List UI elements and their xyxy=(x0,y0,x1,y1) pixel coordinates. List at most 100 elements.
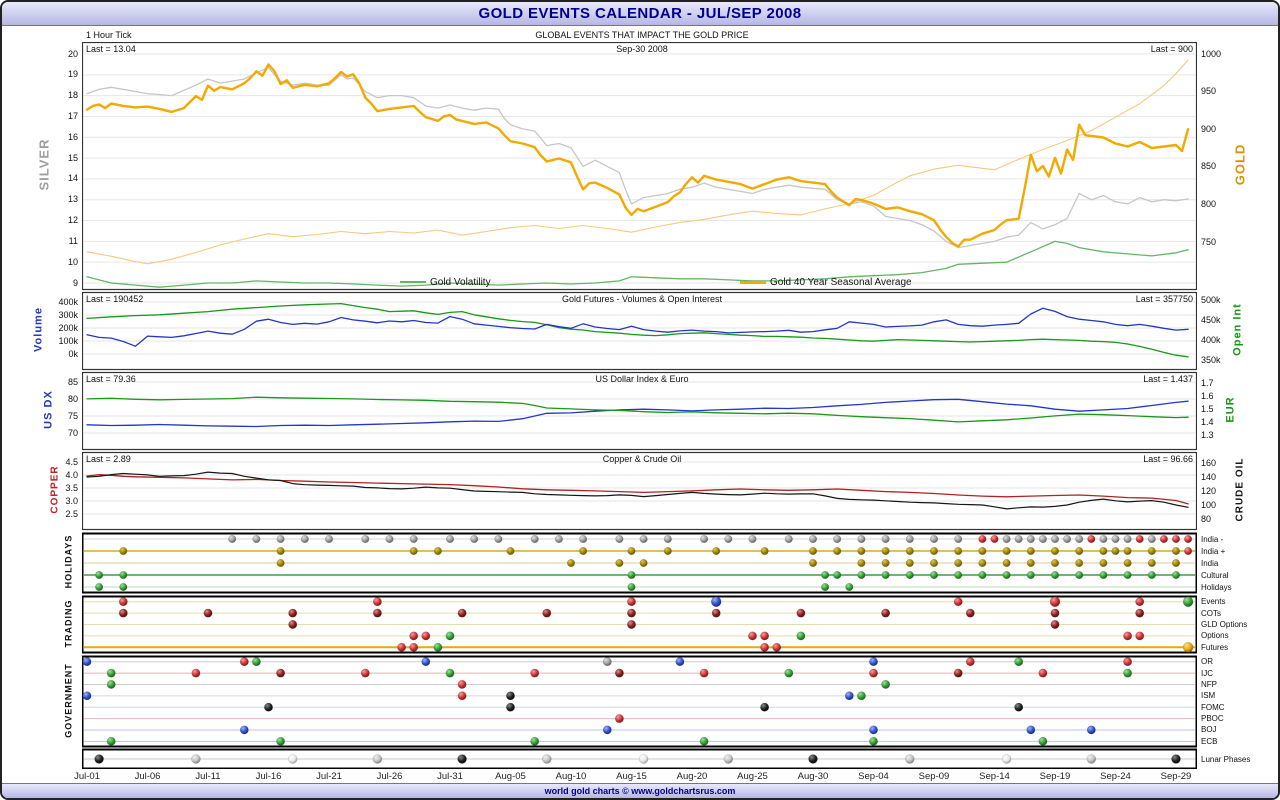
x-axis-label: Aug-20 xyxy=(676,771,708,782)
event-dot xyxy=(446,535,455,544)
event-dot xyxy=(833,571,842,580)
event-dot xyxy=(772,642,782,652)
event-dot xyxy=(760,642,769,652)
last-value-left-price: Last = 13.04 xyxy=(86,44,136,54)
event-dot xyxy=(1147,571,1156,580)
event-row-label-holidays: Holidays xyxy=(1201,582,1232,592)
left-axis-tick: 18 xyxy=(67,90,78,101)
event-dot xyxy=(1075,535,1084,544)
axis-title-government: GOVERNMENT xyxy=(63,662,74,738)
event-dot xyxy=(881,559,890,568)
event-dot xyxy=(1171,547,1180,556)
plot-canvas xyxy=(82,42,1197,769)
event-dot xyxy=(421,631,431,641)
right-axis-tick: 100 xyxy=(1201,499,1217,510)
event-dot xyxy=(1026,547,1035,556)
event-dot xyxy=(409,547,418,556)
event-dot xyxy=(82,691,92,701)
event-dot xyxy=(711,596,722,607)
event-dot xyxy=(978,535,987,544)
event-dot xyxy=(82,657,92,667)
event-dot xyxy=(615,668,624,678)
legend-label: Gold 40 Year Seasonal Average xyxy=(770,277,912,288)
x-axis-label: Jul-06 xyxy=(134,771,161,782)
event-dot xyxy=(457,754,467,764)
event-dot xyxy=(1086,725,1096,735)
event-dot xyxy=(1051,559,1060,568)
axis-title-gold: GOLD xyxy=(1232,143,1248,186)
footer-credit: world gold charts © www.goldchartsrus.co… xyxy=(544,786,736,796)
event-dot xyxy=(833,535,842,544)
event-dot xyxy=(494,535,503,544)
event-dot xyxy=(1038,668,1048,678)
x-axis-label: Jul-11 xyxy=(195,771,221,782)
event-dot xyxy=(833,547,842,556)
event-dot xyxy=(881,535,890,544)
event-dot xyxy=(470,535,479,544)
event-row-label-india: India + xyxy=(1201,546,1226,556)
event-row-label-ijc: IJC xyxy=(1201,668,1213,678)
event-dot xyxy=(869,668,878,678)
event-dot xyxy=(1123,668,1133,678)
event-dot xyxy=(457,680,467,689)
page-title: GOLD EVENTS CALENDAR - JUL/SEP 2008 xyxy=(478,5,802,22)
event-dot xyxy=(1051,535,1060,544)
left-axis-tick: 3.0 xyxy=(65,495,78,506)
event-row-label-cots: COTs xyxy=(1201,608,1221,618)
left-axis-tick: 300k xyxy=(58,309,78,320)
event-dot xyxy=(965,657,975,667)
left-axis-tick: 13 xyxy=(67,194,78,205)
event-dot xyxy=(1184,547,1193,556)
axis-title-crude-oil: CRUDE OIL xyxy=(1234,457,1246,522)
event-dot xyxy=(869,725,878,735)
event-dot xyxy=(433,642,443,652)
event-dot xyxy=(94,754,104,764)
event-dot xyxy=(530,668,540,678)
event-dot xyxy=(615,559,624,568)
right-axis-tick: 350k xyxy=(1201,354,1221,365)
event-dot xyxy=(276,547,285,556)
event-dot xyxy=(978,559,987,568)
event-dot xyxy=(954,559,963,568)
event-dot xyxy=(1159,535,1168,544)
event-dot xyxy=(409,642,419,652)
event-dot xyxy=(239,725,249,735)
event-dot xyxy=(954,547,963,556)
event-row-label-boj: BOJ xyxy=(1201,725,1217,735)
event-dot xyxy=(953,668,963,678)
event-dot xyxy=(808,754,818,764)
event-dot xyxy=(106,736,116,746)
event-dot xyxy=(844,691,854,701)
event-dot xyxy=(857,571,866,580)
x-axis-label: Jul-31 xyxy=(437,771,463,782)
panel-title-price: Sep-30 2008 xyxy=(616,44,668,54)
event-dot xyxy=(760,631,769,641)
event-dot xyxy=(905,535,914,544)
event-row-label-pboc: PBOC xyxy=(1201,714,1224,724)
panel-title-usdx: US Dollar Index & Euro xyxy=(595,374,689,384)
event-dot xyxy=(857,547,866,556)
x-axis-label: Aug-05 xyxy=(495,771,526,782)
event-dot xyxy=(119,547,128,556)
event-dot xyxy=(1123,571,1132,580)
right-axis-tick: 450k xyxy=(1201,314,1221,325)
event-dot xyxy=(712,547,721,556)
event-dot xyxy=(1050,620,1060,629)
event-dot xyxy=(554,535,563,544)
event-dot xyxy=(191,668,201,678)
event-dot xyxy=(421,657,431,667)
event-dot xyxy=(1123,547,1132,556)
event-dot xyxy=(724,535,733,544)
last-value-right-usdx: Last = 1.437 xyxy=(1143,374,1193,384)
last-value-right-price: Last = 900 xyxy=(1150,44,1193,54)
event-dot xyxy=(821,571,830,580)
event-dot xyxy=(627,608,636,618)
event-dot xyxy=(288,608,298,618)
right-axis-tick: 140 xyxy=(1201,471,1217,482)
panel-copper-frame xyxy=(82,451,1197,531)
event-dot xyxy=(1026,571,1035,580)
event-dot xyxy=(881,680,890,689)
event-dot xyxy=(1075,547,1084,556)
axis-title-copper: COPPER xyxy=(49,465,61,514)
